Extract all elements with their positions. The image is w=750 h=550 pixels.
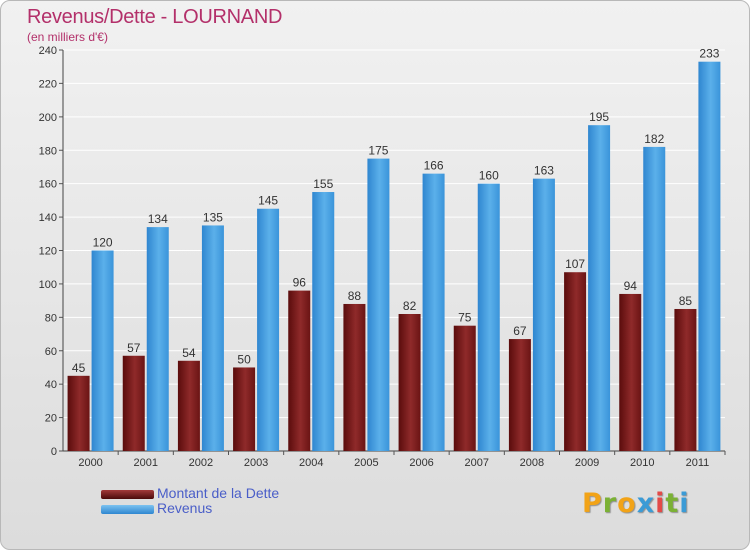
logo-letter: x (636, 488, 656, 519)
bar-revenus (201, 225, 224, 451)
proxiti-logo: Proxiti (582, 488, 690, 519)
bar-dette (67, 375, 90, 451)
logo-letter: P (582, 488, 603, 519)
x-tick-label: 2010 (630, 457, 654, 469)
y-tick-label: 180 (39, 145, 57, 157)
y-tick-label: 120 (39, 246, 57, 258)
logo-letter: o (617, 488, 637, 519)
legend-swatch-revenus (101, 505, 154, 514)
x-tick-label: 2006 (409, 457, 433, 469)
data-label-dette: 85 (679, 294, 693, 308)
bar-revenus (588, 125, 611, 451)
bar-dette (122, 355, 145, 451)
data-label-revenus: 175 (368, 144, 388, 158)
x-tick-label: 2002 (189, 457, 213, 469)
logo-letter: i (655, 488, 666, 519)
y-tick-label: 200 (39, 112, 57, 124)
data-label-dette: 96 (293, 276, 307, 290)
legend-label-dette: Montant de la Dette (157, 485, 280, 501)
data-label-revenus: 145 (258, 194, 278, 208)
x-tick-label: 2004 (299, 457, 323, 469)
data-label-revenus: 163 (534, 164, 554, 178)
bar-dette (288, 290, 311, 451)
x-tick-label: 2007 (465, 457, 489, 469)
chart-title: Revenus/Dette - LOURNAND (27, 6, 283, 28)
bar-revenus (643, 146, 666, 452)
y-tick-label: 20 (45, 413, 57, 425)
y-tick-label: 40 (45, 379, 57, 391)
x-tick-label: 2001 (134, 457, 158, 469)
bar-revenus (146, 227, 169, 451)
logo-letter: i (679, 488, 690, 519)
data-label-dette: 82 (403, 299, 417, 313)
data-label-revenus: 135 (203, 210, 223, 224)
chart-subtitle: (en milliers d'€) (27, 30, 108, 44)
x-tick-label: 2005 (354, 457, 378, 469)
bar-revenus (477, 183, 500, 451)
data-label-revenus: 166 (424, 159, 444, 173)
bar-dette (619, 293, 642, 451)
y-tick-label: 80 (45, 312, 57, 324)
y-tick-label: 0 (51, 446, 57, 458)
data-label-dette: 88 (348, 289, 362, 303)
bar-dette (564, 272, 587, 451)
data-label-revenus: 134 (148, 212, 168, 226)
y-tick-label: 100 (39, 279, 57, 291)
data-label-revenus: 160 (479, 169, 499, 183)
y-tick-label: 220 (39, 78, 57, 90)
bar-revenus (367, 158, 390, 451)
data-label-dette: 67 (513, 324, 527, 338)
bar-revenus (532, 178, 555, 451)
bar-dette (233, 367, 256, 451)
x-tick-label: 2008 (520, 457, 544, 469)
logo-letter: r (602, 488, 618, 519)
bar-revenus (91, 250, 114, 451)
bar-dette (674, 308, 697, 451)
y-tick-label: 240 (39, 45, 57, 57)
data-label-dette: 107 (565, 257, 585, 271)
data-label-revenus: 120 (93, 236, 113, 250)
legend-swatch-dette (101, 490, 154, 499)
bar-dette (398, 313, 421, 451)
data-label-dette: 45 (72, 361, 86, 375)
bar-dette (177, 360, 200, 451)
y-tick-label: 60 (45, 346, 57, 358)
x-tick-label: 2003 (244, 457, 268, 469)
data-label-dette: 54 (182, 346, 196, 360)
bar-revenus (312, 192, 335, 452)
data-label-revenus: 155 (313, 177, 333, 191)
data-label-dette: 75 (458, 311, 472, 325)
x-tick-label: 2011 (686, 457, 710, 469)
y-tick-label: 160 (39, 179, 57, 191)
data-label-dette: 50 (237, 352, 251, 366)
bar-revenus (422, 173, 445, 451)
bar-dette (508, 339, 531, 451)
y-tick-label: 140 (39, 212, 57, 224)
bar-revenus (257, 208, 280, 451)
x-tick-label: 2000 (78, 457, 102, 469)
logo-letter: t (665, 488, 680, 519)
legend-label-revenus: Revenus (157, 500, 213, 516)
bar-dette (343, 303, 366, 451)
data-label-revenus: 182 (644, 132, 664, 146)
bar-dette (453, 325, 476, 451)
data-label-revenus: 195 (589, 110, 609, 124)
data-label-revenus: 233 (699, 47, 719, 61)
bar-revenus (698, 61, 721, 452)
data-label-dette: 94 (624, 279, 638, 293)
x-tick-label: 2009 (575, 457, 599, 469)
data-label-dette: 57 (127, 341, 141, 355)
